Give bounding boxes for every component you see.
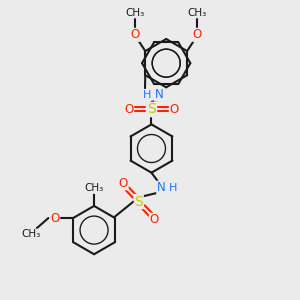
Text: O: O bbox=[149, 213, 159, 226]
Text: S: S bbox=[134, 194, 143, 208]
Text: CH₃: CH₃ bbox=[188, 8, 207, 18]
Text: N: N bbox=[157, 181, 166, 194]
Text: O: O bbox=[193, 28, 202, 41]
Text: O: O bbox=[50, 212, 59, 224]
Text: CH₃: CH₃ bbox=[22, 229, 41, 239]
Text: CH₃: CH₃ bbox=[84, 183, 104, 193]
Text: H: H bbox=[169, 183, 178, 193]
Text: CH₃: CH₃ bbox=[125, 8, 145, 18]
Text: O: O bbox=[119, 177, 128, 190]
Text: O: O bbox=[124, 103, 133, 116]
Text: O: O bbox=[130, 28, 140, 41]
Text: O: O bbox=[170, 103, 179, 116]
Text: H: H bbox=[143, 90, 151, 100]
Text: S: S bbox=[147, 102, 156, 116]
Text: N: N bbox=[154, 88, 163, 101]
